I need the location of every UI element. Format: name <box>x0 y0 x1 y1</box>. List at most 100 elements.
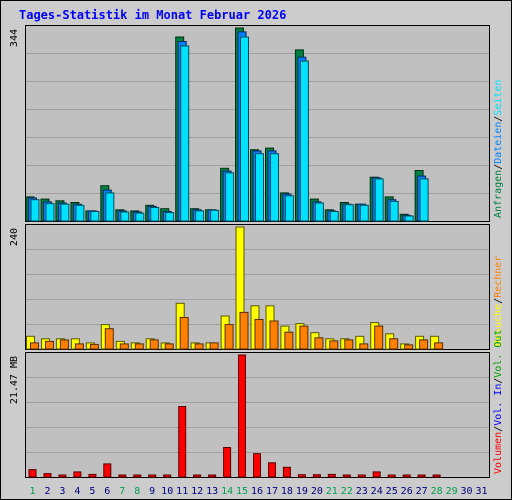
legend-separator: / <box>493 298 504 304</box>
bar-seiten-day-9 <box>150 207 160 222</box>
x-tick-label-day-9: 9 <box>149 486 155 497</box>
bar-volumen-day-28 <box>432 474 441 478</box>
x-tick-label-day-7: 7 <box>119 486 125 497</box>
bar-volumen-day-26 <box>402 474 411 478</box>
bar-rechner-day-4 <box>74 343 84 350</box>
bar-rechner-day-28 <box>434 342 444 350</box>
bar-rechner-day-8 <box>134 343 144 350</box>
x-tick-label-day-15: 15 <box>236 486 248 497</box>
x-tick-label-day-31: 31 <box>475 486 487 497</box>
legend-anfragen: Anfragen <box>493 170 504 218</box>
bar-volumen-day-27 <box>417 474 426 478</box>
bar-rechner-day-22 <box>344 339 354 350</box>
bar-volumen-day-1 <box>28 469 37 478</box>
x-tick-label-day-30: 30 <box>460 486 472 497</box>
bar-volumen-day-25 <box>387 474 396 478</box>
bar-volumen-day-15 <box>238 354 246 478</box>
bar-rechner-day-26 <box>404 344 414 350</box>
legend-besuche: Besuche <box>493 304 504 346</box>
x-tick-label-day-4: 4 <box>74 486 80 497</box>
bar-rechner-day-2 <box>45 340 54 350</box>
bar-rechner-day-7 <box>119 343 129 350</box>
bar-volumen-day-7 <box>118 474 127 478</box>
bar-seiten-day-1 <box>30 199 40 222</box>
x-tick-label-day-3: 3 <box>59 486 65 497</box>
bar-seiten-day-27 <box>419 178 429 222</box>
bar-seiten-day-4 <box>75 204 85 222</box>
x-tick-label-day-8: 8 <box>134 486 140 497</box>
legend-vol-in: Vol. In <box>493 384 504 426</box>
bar-seiten-day-5 <box>90 211 100 222</box>
bar-rechner-day-27 <box>419 339 429 350</box>
x-tick-label-day-1: 1 <box>29 486 35 497</box>
bar-seiten-day-20 <box>314 202 324 222</box>
bar-volumen-day-20 <box>312 474 321 478</box>
x-tick-label-day-10: 10 <box>161 486 173 497</box>
bar-seiten-day-3 <box>60 203 70 222</box>
x-tick-label-day-26: 26 <box>401 486 413 497</box>
bar-volumen-day-21 <box>327 473 336 478</box>
bar-volumen-day-12 <box>193 474 202 478</box>
bar-seiten-day-19 <box>299 60 309 222</box>
y-max-label: 240 <box>9 228 20 246</box>
bar-volumen-day-23 <box>357 474 366 478</box>
bar-seiten-day-24 <box>374 178 384 222</box>
x-tick-label-day-24: 24 <box>371 486 383 497</box>
bar-seiten-day-14 <box>225 172 235 222</box>
x-tick-label-day-21: 21 <box>326 486 338 497</box>
x-tick-label-day-25: 25 <box>386 486 398 497</box>
x-tick-label-day-6: 6 <box>104 486 110 497</box>
bar-volumen-day-16 <box>253 453 261 478</box>
legend-separator: / <box>493 378 504 384</box>
x-tick-label-day-16: 16 <box>251 486 263 497</box>
bar-volumen-day-2 <box>43 473 52 478</box>
bar-seiten-day-21 <box>329 211 339 222</box>
bar-seiten-day-11 <box>180 45 190 222</box>
legend-vol-out: Vol. Out <box>493 330 504 378</box>
bar-rechner-day-21 <box>329 340 339 350</box>
bar-rechner-day-1 <box>30 342 39 350</box>
x-tick-label-day-23: 23 <box>356 486 368 497</box>
bar-rechner-day-14 <box>224 324 234 350</box>
bar-volumen-day-6 <box>103 463 112 478</box>
bar-seiten-day-16 <box>255 153 264 222</box>
bar-rechner-day-19 <box>299 325 309 350</box>
bar-rechner-day-12 <box>194 343 204 350</box>
bar-rechner-day-6 <box>104 328 114 350</box>
x-tick-label-day-12: 12 <box>191 486 203 497</box>
x-tick-label-day-17: 17 <box>266 486 278 497</box>
bar-volumen-day-4 <box>73 471 82 478</box>
bar-rechner-day-13 <box>209 342 219 350</box>
bar-seiten-day-18 <box>284 195 294 222</box>
bar-rechner-day-18 <box>284 331 294 350</box>
x-tick-label-day-2: 2 <box>44 486 50 497</box>
bar-rechner-day-25 <box>389 338 399 350</box>
bar-rechner-day-5 <box>89 343 99 350</box>
x-tick-label-day-14: 14 <box>221 486 233 497</box>
bar-volumen-day-19 <box>297 474 306 478</box>
x-tick-label-day-11: 11 <box>176 486 188 497</box>
x-tick-label-day-27: 27 <box>416 486 428 497</box>
x-tick-label-day-5: 5 <box>89 486 95 497</box>
legend-separator: / <box>493 116 504 122</box>
bar-seiten-day-10 <box>165 212 175 222</box>
bar-volumen-day-17 <box>268 462 276 478</box>
bar-volumen-day-9 <box>148 474 157 478</box>
bar-rechner-day-15 <box>239 311 249 350</box>
bar-volumen-day-11 <box>178 406 187 478</box>
bar-rechner-day-11 <box>179 317 189 350</box>
bar-volumen-day-10 <box>163 474 172 478</box>
bar-rechner-day-17 <box>269 320 279 350</box>
bar-volumen-day-13 <box>208 474 217 478</box>
chart-title: Tages-Statistik im Monat Februar 2026 <box>19 8 286 22</box>
legend-rechner: Rechner <box>493 256 504 298</box>
x-tick-label-day-18: 18 <box>281 486 293 497</box>
bar-rechner-day-10 <box>164 343 174 350</box>
bar-volumen-day-18 <box>282 466 291 478</box>
x-tick-label-day-28: 28 <box>431 486 443 497</box>
bar-rechner-day-3 <box>59 339 69 350</box>
